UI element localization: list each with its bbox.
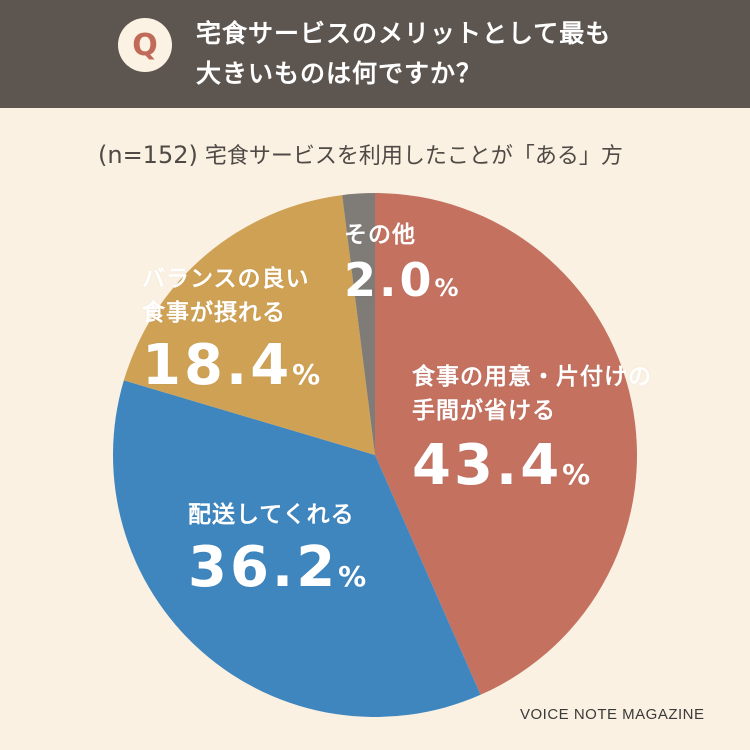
slice-label-line: バランスの良い bbox=[142, 266, 310, 292]
respondent-condition: 宅食サービスを利用したことが「ある」方 bbox=[204, 144, 623, 169]
question-line-1: 宅食サービスのメリットとして最も bbox=[196, 19, 612, 48]
slice-label-delivery: 配送してくれる 36.2% bbox=[188, 498, 366, 598]
q-badge-icon: Q bbox=[118, 18, 172, 72]
slice-label-line: 食事が摂れる bbox=[142, 300, 286, 326]
percent-sign: % bbox=[434, 274, 459, 302]
slice-label-line: その他 bbox=[344, 222, 416, 248]
slice-value: 36.2 bbox=[188, 535, 339, 600]
pie-slice-delivery bbox=[112, 380, 481, 717]
percent-sign: % bbox=[562, 458, 591, 491]
pie-slice-balanced-meal bbox=[123, 195, 375, 455]
slice-value: 43.4 bbox=[412, 433, 563, 498]
slice-label-balanced-meal: バランスの良い 食事が摂れる 18.4% bbox=[142, 262, 320, 396]
question-header: Q 宅食サービスのメリットとして最も 大きいものは何ですか？ bbox=[0, 0, 750, 108]
slice-value: 18.4 bbox=[142, 333, 293, 398]
sample-size: (n=152) bbox=[98, 141, 198, 169]
slice-label-line: 食事の用意・片付けの bbox=[412, 364, 652, 390]
slice-label-line: 配送してくれる bbox=[188, 502, 355, 528]
slice-label-line: 手間が省ける bbox=[412, 398, 556, 424]
source-credit: VOICE NOTE MAGAZINE bbox=[520, 706, 705, 723]
percent-sign: % bbox=[292, 358, 321, 391]
question-line-2: 大きいものは何ですか？ bbox=[196, 59, 483, 88]
percent-sign: % bbox=[338, 560, 367, 593]
slice-label-other: その他 2.0% bbox=[344, 218, 459, 306]
slice-label-meal-prep: 食事の用意・片付けの 手間が省ける 43.4% bbox=[412, 360, 652, 496]
subtitle: (n=152) 宅食サービスを利用したことが「ある」方 bbox=[98, 140, 698, 172]
pie-slice-other bbox=[342, 193, 375, 455]
pie-slice-meal-prep bbox=[375, 193, 638, 695]
question-text: 宅食サービスのメリットとして最も 大きいものは何ですか？ bbox=[196, 14, 656, 94]
slice-value: 2.0 bbox=[344, 253, 435, 307]
